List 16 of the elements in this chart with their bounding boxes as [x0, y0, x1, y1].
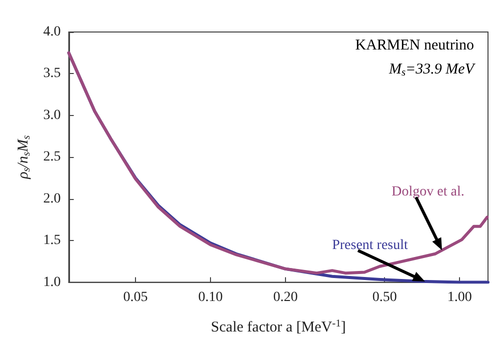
y-tick-label: 3.0: [43, 108, 61, 123]
x-tick-label: 0.50: [372, 290, 397, 305]
x-tick-label: 0.10: [198, 290, 223, 305]
y-tick-label: 1.5: [43, 233, 61, 248]
y-tick-label: 4.0: [43, 24, 61, 40]
series-label: Present result: [332, 238, 408, 253]
x-tick-label: 0.20: [273, 290, 298, 305]
text: Dolgov et al.: [392, 184, 464, 200]
x-tick-label: 1.00: [447, 290, 472, 305]
y-tick-label: 1.0: [43, 274, 61, 290]
x-tick-label: 0.05: [123, 290, 148, 305]
y-tick-label: 2.0: [43, 191, 61, 206]
y-tick-label: 3.5: [43, 66, 61, 82]
y-tick-label: 2.5: [43, 150, 61, 165]
annotation: KARMEN neutrino: [355, 38, 474, 54]
y-axis-title: ρs/nsMs: [16, 135, 32, 180]
